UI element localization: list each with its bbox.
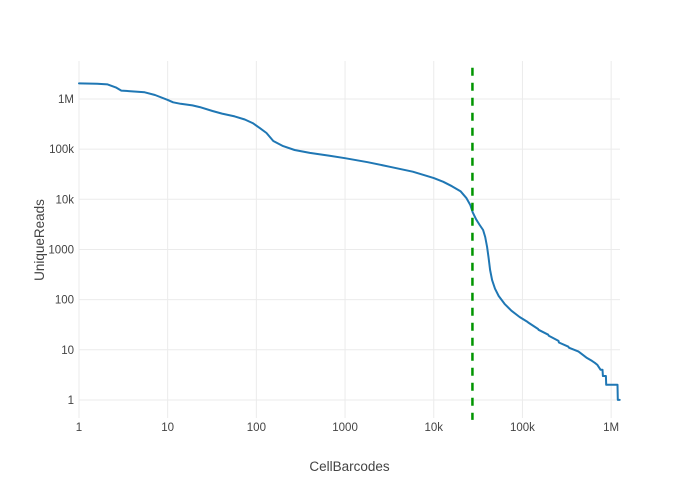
x-tick-label: 10k bbox=[424, 422, 443, 434]
x-tick-label: 1 bbox=[76, 422, 82, 434]
y-tick-label: 1M bbox=[58, 94, 74, 106]
y-axis-title: UniqueReads bbox=[32, 199, 47, 281]
y-tick-label: 10 bbox=[61, 345, 74, 357]
x-tick-label: 10 bbox=[161, 422, 174, 434]
x-tick-label: 100 bbox=[247, 422, 266, 434]
y-tick-label: 100k bbox=[49, 144, 74, 156]
y-tick-label: 10k bbox=[55, 194, 74, 206]
barcode-rank-curve bbox=[78, 82, 621, 401]
y-tick-label: 100 bbox=[55, 295, 74, 307]
x-axis-title: CellBarcodes bbox=[309, 459, 390, 474]
x-tick-label: 1M bbox=[603, 422, 619, 434]
y-tick-label: 1000 bbox=[48, 244, 74, 256]
x-tick-label: 1000 bbox=[332, 422, 358, 434]
x-tick-label: 100k bbox=[510, 422, 535, 434]
y-tick-label: 1 bbox=[68, 395, 74, 407]
